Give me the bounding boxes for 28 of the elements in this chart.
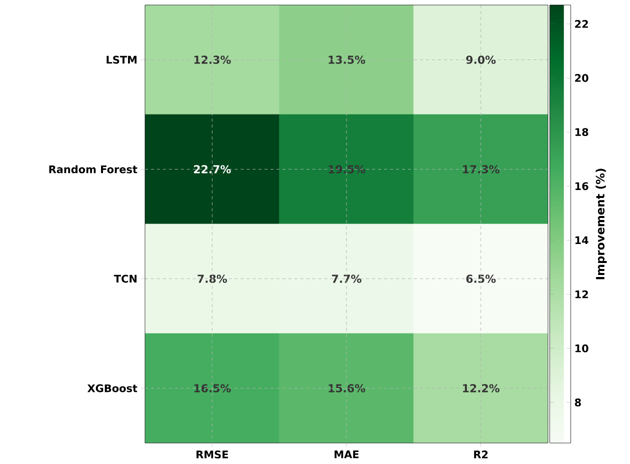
data-label: 22.7% <box>194 165 231 174</box>
x-tick-label: RMSE <box>196 450 228 458</box>
data-label: 15.6% <box>328 384 366 392</box>
y-tick-label: LSTM <box>106 56 136 64</box>
data-label: 6.5% <box>466 274 496 283</box>
color-bar-label: 20 <box>575 74 588 82</box>
color-bar-label: 8 <box>574 398 581 406</box>
color-bar-label: 18 <box>575 128 588 136</box>
data-label: 12.2% <box>463 384 500 392</box>
color-bar-label: 10 <box>575 344 588 352</box>
data-label: 17.3% <box>463 165 500 174</box>
x-tick-label: MAE <box>334 450 359 458</box>
y-tick-label: Random Forest <box>49 165 138 174</box>
y-tick-label: XGBoost <box>87 384 138 392</box>
color-bar-label: 14 <box>575 236 588 244</box>
data-label: 7.8% <box>198 274 228 283</box>
color-bar-title: Improvement (%) <box>596 168 607 280</box>
data-label: 7.7% <box>332 274 362 283</box>
x-tick-label: R2 <box>474 450 488 458</box>
data-label: 16.5% <box>194 384 231 392</box>
data-label: 19.5% <box>328 165 366 174</box>
data-label: 13.5% <box>328 56 366 64</box>
color-bar-label: 12 <box>575 290 588 298</box>
data-label: 9.0% <box>466 56 496 64</box>
color-bar-label: 16 <box>575 182 588 190</box>
color-bar-label: 22 <box>575 20 588 28</box>
y-tick-label: TCN <box>114 274 137 283</box>
data-label: 12.3% <box>194 56 231 64</box>
